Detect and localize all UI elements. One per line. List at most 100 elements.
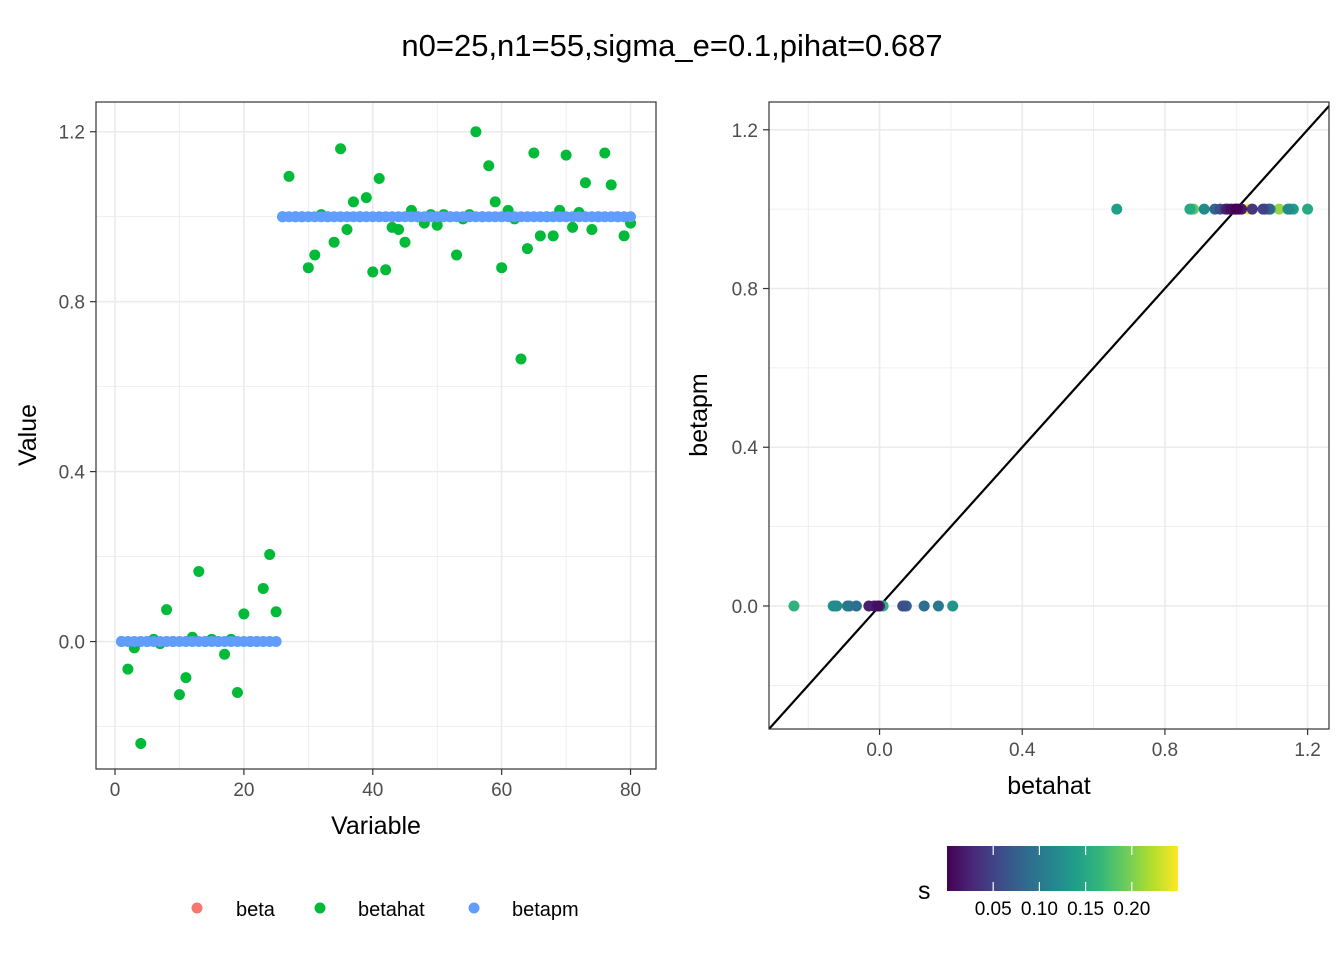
- betahat-point: [528, 147, 540, 159]
- betahat-point: [431, 219, 443, 231]
- betahat-point: [521, 243, 533, 255]
- betapm-vs-betahat-point: [932, 600, 944, 612]
- colorbar-gradient: [947, 846, 1178, 891]
- figure-title: n0=25,n1=55,sigma_e=0.1,pihat=0.687: [401, 28, 942, 63]
- colorbar-ticks: 0.05 0.10 0.15 0.20: [975, 846, 1150, 920]
- betapm-vs-betahat-point: [1184, 203, 1196, 215]
- betapm-vs-betahat-point: [831, 600, 843, 612]
- right-grid: [769, 102, 1329, 729]
- betahat-point: [173, 689, 185, 701]
- left-axes: 0 20 40 60 80 0.0 0.4 0.8 1.2: [59, 123, 642, 801]
- betapm-vs-betahat-point: [788, 600, 800, 612]
- left-x-tick-label: 60: [491, 780, 512, 801]
- betahat-point: [586, 223, 598, 235]
- right-points: [788, 203, 1314, 612]
- betahat-point: [399, 236, 411, 248]
- legend-label-betahat: betahat: [358, 899, 425, 921]
- legend-label-betapm: betapm: [512, 899, 579, 921]
- betahat-point: [335, 143, 347, 155]
- legend-key-betahat: [314, 902, 326, 914]
- left-points: [115, 126, 637, 750]
- betahat-point: [534, 230, 546, 242]
- left-x-tick-label: 40: [362, 780, 383, 801]
- betahat-point: [470, 126, 482, 138]
- betapm-vs-betahat-point: [897, 600, 909, 612]
- betahat-point: [264, 548, 276, 560]
- right-y-tick-label: 0.4: [732, 438, 759, 459]
- betahat-point: [270, 606, 282, 618]
- left-panel-border: [95, 101, 657, 770]
- betapm-vs-betahat-point: [1198, 203, 1210, 215]
- betahat-point: [135, 738, 147, 750]
- right-y-axis-title: betapm: [685, 373, 713, 456]
- right-y-tick-label: 0.0: [732, 597, 758, 618]
- betahat-point: [483, 160, 495, 172]
- betapm-point: [625, 211, 637, 223]
- betahat-point: [257, 582, 269, 594]
- left-x-tick-label: 20: [233, 780, 254, 801]
- betahat-point: [309, 249, 321, 261]
- right-x-tick-label: 0.4: [1009, 740, 1036, 761]
- colorbar-tick-label: 0.05: [975, 899, 1012, 920]
- betapm-vs-betahat-point: [1302, 203, 1314, 215]
- betahat-point: [489, 196, 501, 208]
- legend-label-beta: beta: [236, 899, 276, 921]
- right-x-tick-label: 1.2: [1294, 740, 1320, 761]
- betahat-point: [302, 262, 314, 274]
- left-y-tick-label: 0.0: [59, 633, 85, 654]
- right-y-tick-label: 0.8: [732, 280, 758, 301]
- betapm-vs-betahat-point: [1257, 203, 1269, 215]
- betahat-point: [341, 223, 353, 235]
- betahat-point: [599, 147, 611, 159]
- left-x-tick-label: 80: [620, 780, 641, 801]
- right-panel: 0.0 0.4 0.8 1.2 0.0 0.4 0.8 1.2 betahat betapm: [685, 101, 1330, 800]
- betapm-vs-betahat-point: [918, 600, 930, 612]
- betahat-point: [360, 192, 372, 204]
- left-y-tick-label: 1.2: [59, 123, 85, 144]
- betahat-point: [393, 223, 405, 235]
- betahat-point: [547, 230, 559, 242]
- right-y-tick-label: 1.2: [732, 121, 758, 142]
- betahat-point: [219, 648, 231, 660]
- left-panel: 0 20 40 60 80 0.0 0.4 0.8 1.2 Variable Value: [14, 101, 657, 840]
- right-x-tick-label: 0.8: [1152, 740, 1178, 761]
- betapm-vs-betahat-point: [850, 600, 862, 612]
- colorbar: s 0.05 0.10 0.15 0.20: [918, 846, 1178, 920]
- left-x-tick-label: 0: [110, 780, 121, 801]
- betahat-point: [560, 149, 572, 161]
- betahat-point: [515, 353, 527, 365]
- right-panel-border: [768, 101, 1330, 730]
- left-y-axis-title: Value: [14, 404, 42, 466]
- betahat-point: [122, 663, 134, 675]
- betahat-point: [161, 604, 173, 616]
- betahat-point: [618, 230, 630, 242]
- legend: beta betahat betapm: [191, 899, 579, 921]
- colorbar-title: s: [918, 877, 931, 905]
- right-x-tick-label: 0.0: [866, 740, 892, 761]
- legend-key-betapm: [468, 902, 480, 914]
- betahat-point: [180, 672, 192, 684]
- betahat-point: [231, 687, 243, 699]
- colorbar-tick-label: 0.10: [1021, 899, 1058, 920]
- left-y-tick-label: 0.8: [59, 293, 85, 314]
- betahat-point: [567, 221, 579, 233]
- betahat-point: [451, 249, 463, 261]
- left-x-axis-title: Variable: [331, 812, 421, 840]
- betapm-vs-betahat-point: [947, 600, 959, 612]
- betapm-vs-betahat-point: [872, 600, 884, 612]
- betapm-vs-betahat-point: [1111, 203, 1123, 215]
- betahat-point: [605, 179, 617, 191]
- betahat-point: [367, 266, 379, 278]
- colorbar-tick-label: 0.20: [1113, 899, 1150, 920]
- betahat-point: [328, 236, 340, 248]
- betahat-point: [496, 262, 508, 274]
- right-axes: 0.0 0.4 0.8 1.2 0.0 0.4 0.8 1.2: [732, 121, 1321, 761]
- left-y-tick-label: 0.4: [59, 463, 86, 484]
- betahat-point: [579, 177, 591, 189]
- betapm-vs-betahat-point: [1273, 203, 1285, 215]
- betapm-point: [270, 636, 282, 648]
- betahat-point: [373, 172, 385, 184]
- betahat-point: [283, 170, 295, 182]
- betapm-vs-betahat-point: [1230, 203, 1242, 215]
